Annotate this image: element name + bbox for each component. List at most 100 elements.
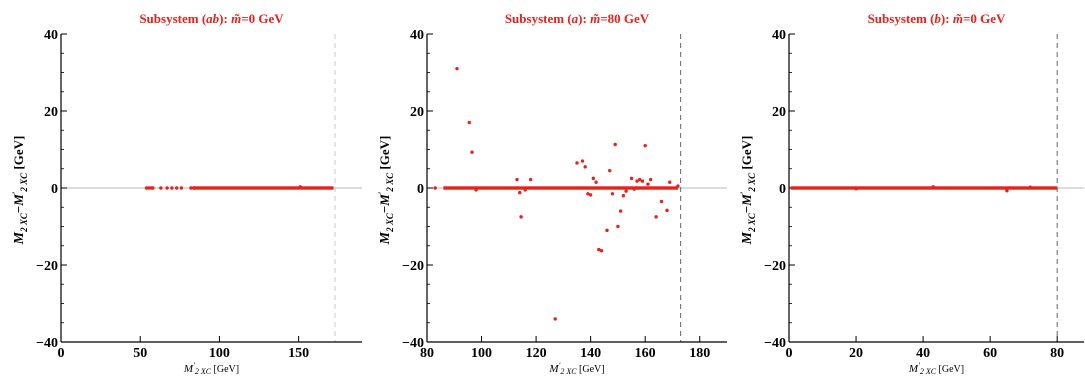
data-point — [1005, 188, 1009, 193]
data-point — [676, 184, 680, 188]
data-point — [654, 215, 658, 219]
data-point — [165, 186, 169, 190]
data-point — [616, 224, 620, 229]
y-tick-label: −20 — [402, 259, 424, 274]
data-point — [931, 185, 935, 189]
x-tick-label: 0 — [58, 346, 65, 361]
chart-title: Subsystem (a): m̃=80 GeV — [505, 11, 650, 26]
data-point — [433, 186, 437, 190]
data-point — [665, 208, 669, 213]
x-tick-label: 100 — [209, 346, 230, 361]
data-band — [443, 186, 678, 190]
data-point — [624, 189, 628, 193]
x-tick-label: 40 — [916, 346, 930, 361]
data-band — [192, 186, 334, 190]
data-point — [586, 192, 590, 196]
x-tick-label: 120 — [526, 346, 547, 361]
x-tick-label: 160 — [635, 346, 656, 361]
data-point — [610, 192, 615, 196]
y-tick-label: −40 — [36, 336, 58, 351]
y-tick-label: −40 — [402, 336, 424, 351]
y-tick-label: 20 — [44, 105, 58, 120]
data-point — [597, 247, 601, 252]
data-point — [298, 185, 302, 189]
y-tick-label: 40 — [44, 28, 58, 43]
data-point — [553, 317, 557, 321]
chart-title: Subsystem (b): m̃=0 GeV — [868, 11, 1006, 26]
y-axis-label: M2 XC−M′2 XC [GeV] — [11, 136, 29, 246]
data-point — [575, 161, 579, 165]
x-tick-label: 0 — [786, 346, 793, 361]
data-point — [144, 186, 149, 190]
data-point — [668, 180, 672, 184]
data-point — [518, 190, 522, 195]
chart-panel-2: Subsystem (a): m̃=80 GeV −40 −20 0 20 40 80 100… — [377, 11, 727, 376]
data-point — [613, 142, 617, 147]
data-point — [638, 177, 642, 182]
chart-panel-3: Subsystem (b): m̃=0 GeV −40 −20 0 20 40 0 20 40 6… — [739, 11, 1084, 376]
x-tick-label: 180 — [689, 346, 710, 361]
data-point — [632, 187, 636, 191]
data-point — [854, 187, 858, 191]
data-point — [179, 186, 184, 190]
data-point — [635, 179, 639, 183]
y-tick-label: 40 — [410, 28, 424, 43]
data-point — [470, 150, 474, 154]
x-tick-label: 140 — [580, 346, 601, 361]
y-axis-label: M2 XC−M′2 XC [GeV] — [377, 136, 395, 246]
y-tick-label: 0 — [779, 182, 786, 197]
data-point — [646, 182, 650, 186]
y-tick-label: 20 — [772, 105, 786, 120]
data-point — [643, 143, 647, 148]
data-point — [170, 186, 174, 190]
y-tick-label: −40 — [764, 336, 786, 351]
x-axis-label: M′2 XC [GeV] — [548, 361, 604, 376]
y-tick-label: 40 — [772, 28, 786, 43]
data-point — [192, 186, 196, 190]
data-point — [189, 186, 193, 190]
y-axis-label: M2 XC−M′2 XC [GeV] — [739, 136, 757, 246]
x-tick-label: 60 — [983, 346, 997, 361]
y-tick-label: 0 — [51, 182, 58, 197]
data-point — [605, 228, 609, 233]
x-axis-label: M′2 XC [GeV] — [183, 361, 239, 376]
x-tick-label: 50 — [133, 346, 147, 361]
data-point — [640, 179, 645, 183]
x-axis-label: M′2 XC [GeV] — [908, 361, 964, 376]
data-point — [174, 186, 179, 190]
data-point — [1028, 185, 1033, 189]
y-tick-label: −20 — [764, 259, 786, 274]
data-point — [591, 176, 596, 181]
x-tick-label: 80 — [1050, 346, 1064, 361]
y-tick-label: 0 — [417, 182, 424, 197]
data-point — [580, 159, 585, 163]
y-tick-label: 20 — [410, 105, 424, 120]
chart-panel-1: Subsystem (ab): m̃=0 GeV −40 −20 0 20 40 0 50 10… — [11, 11, 362, 376]
chart-title: Subsystem (ab): m̃=0 GeV — [139, 11, 284, 26]
data-point — [648, 177, 653, 182]
data-point — [629, 176, 634, 181]
x-tick-label: 100 — [471, 346, 492, 361]
x-tick-label: 20 — [849, 346, 863, 361]
data-point — [594, 180, 598, 184]
data-point — [659, 199, 664, 204]
data-point — [147, 186, 151, 190]
y-tick-label: −20 — [36, 259, 58, 274]
data-point — [583, 165, 587, 169]
data-point — [151, 186, 155, 190]
data-point — [159, 186, 163, 190]
data-point — [621, 194, 626, 198]
x-tick-label: 80 — [420, 346, 434, 361]
data-point — [474, 188, 478, 192]
data-point — [588, 193, 593, 197]
data-point — [519, 215, 523, 219]
data-point — [618, 209, 623, 213]
data-band — [790, 186, 1058, 190]
data-point — [599, 249, 604, 253]
data-point — [515, 177, 519, 182]
x-tick-label: 150 — [288, 346, 309, 361]
data-point — [523, 188, 527, 192]
data-point — [608, 168, 612, 173]
data-point — [455, 66, 459, 71]
data-point — [528, 177, 533, 182]
